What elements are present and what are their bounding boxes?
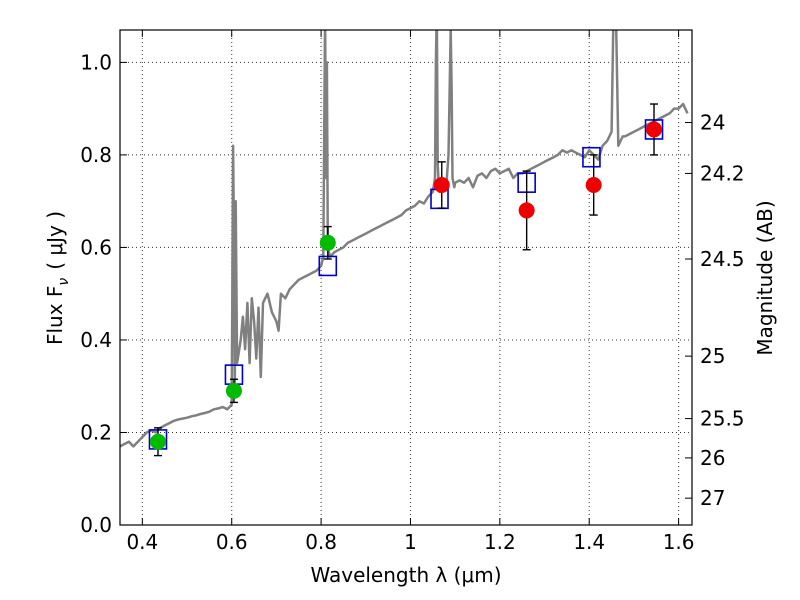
x-tick-label: 1: [404, 530, 417, 554]
x-tick-label: 1.4: [573, 530, 605, 554]
y2-tick-label: 27: [700, 486, 725, 510]
nir-data-point: [646, 121, 663, 138]
x-tick-label: 1.2: [484, 530, 516, 554]
plot-area: [120, 30, 689, 448]
optical-data-point: [319, 234, 336, 251]
y2-tick-label: 25.5: [700, 407, 745, 431]
y2-axis-label: Magnitude (AB): [753, 200, 777, 355]
y2-tick-label: 24.2: [700, 161, 745, 185]
y2-tick-label: 25: [700, 344, 725, 368]
y-tick-label: 0.6: [80, 235, 112, 259]
x-tick-label: 0.6: [216, 530, 248, 554]
y2-tick-label: 24.5: [700, 247, 745, 271]
x-tick-label: 0.4: [126, 530, 158, 554]
y-tick-label: 0.4: [80, 328, 112, 352]
nir-data-point: [585, 176, 602, 193]
y-tick-label: 0.8: [80, 143, 112, 167]
y-axis-label-subscript: ν: [56, 278, 72, 286]
y-axis-label: Flux Fν ( μJy ): [43, 211, 72, 345]
x-axis-label: Wavelength λ (μm): [310, 563, 501, 587]
y-tick-label: 0.0: [80, 513, 112, 537]
nir-data-point: [433, 176, 450, 193]
x-tick-label: 0.8: [305, 530, 337, 554]
y-axis-label-main: Flux F: [43, 286, 67, 345]
model-photometry-square: [582, 146, 601, 168]
optical-data-point: [149, 433, 166, 450]
y-axis-label-unit: ( μJy ): [43, 211, 67, 270]
axes-frame: [119, 29, 693, 526]
optical-data-point: [225, 382, 242, 399]
markers: [148, 103, 664, 457]
model-spectrum-line: [120, 30, 689, 448]
x-tick-label: 1.6: [663, 530, 695, 554]
y2-tick-label: 26: [700, 446, 725, 470]
y2-tick-label: 24: [700, 111, 725, 135]
tick-labels: 0.4 0.6 0.8 1 1.2 1.4 1.6 0.0 0.2 0.4 0.6 0.8 1.0 24 2…: [80, 50, 744, 554]
y-tick-label: 0.2: [80, 420, 112, 444]
ticks: [120, 30, 692, 526]
y-tick-label: 1.0: [80, 50, 112, 74]
nir-data-point: [518, 202, 535, 219]
